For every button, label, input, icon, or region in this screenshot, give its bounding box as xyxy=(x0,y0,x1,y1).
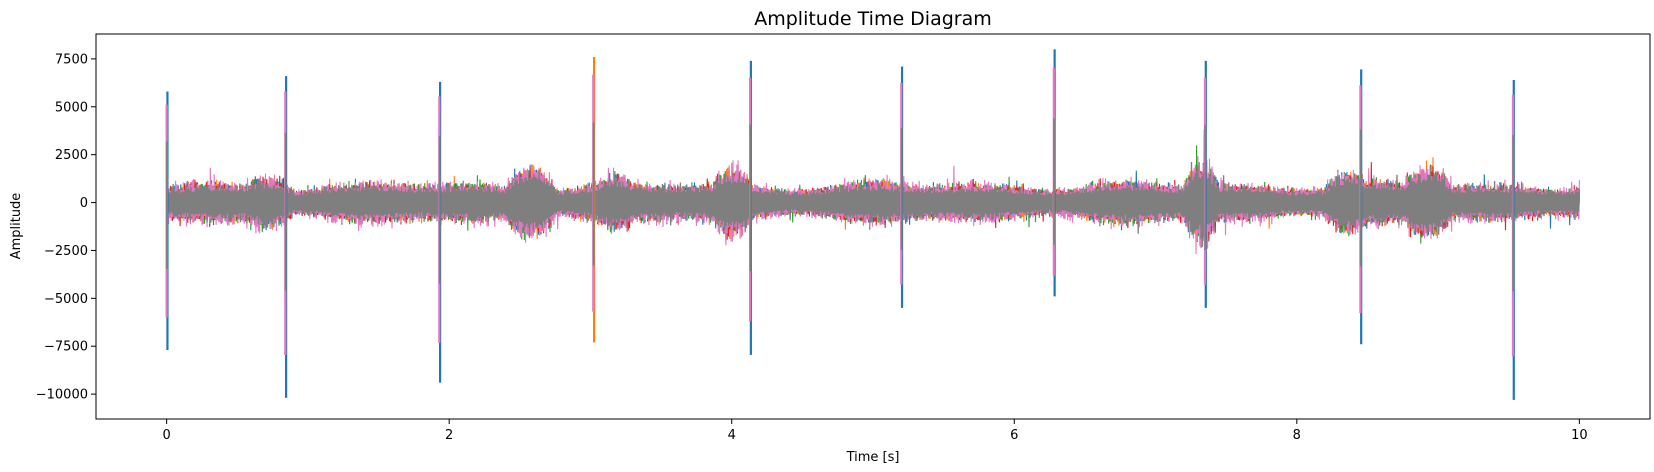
x-tick-label: 10 xyxy=(1571,428,1588,443)
x-tick-label: 8 xyxy=(1293,428,1301,443)
y-tick-label: −10000 xyxy=(36,388,88,403)
x-axis: 0 2 4 6 8 10 xyxy=(162,419,1587,443)
x-tick-label: 2 xyxy=(445,428,453,443)
y-tick-label: −2500 xyxy=(44,244,88,259)
y-tick-label: 0 xyxy=(80,196,88,211)
y-tick-label: −5000 xyxy=(44,292,88,307)
y-tick-label: 5000 xyxy=(55,100,88,115)
x-tick-label: 6 xyxy=(1010,428,1018,443)
x-tick-label: 4 xyxy=(728,428,736,443)
x-axis-label: Time [s] xyxy=(846,450,900,465)
plot-area xyxy=(167,49,1580,400)
y-axis: 7500 5000 2500 0 −2500 −5000 −7500 −10000 xyxy=(36,52,96,402)
y-tick-label: 2500 xyxy=(55,148,88,163)
y-axis-label: Amplitude xyxy=(9,193,24,260)
chart-title: Amplitude Time Diagram xyxy=(754,8,992,30)
x-tick-label: 0 xyxy=(162,428,170,443)
y-tick-label: 7500 xyxy=(55,52,88,67)
y-tick-label: −7500 xyxy=(44,340,88,355)
